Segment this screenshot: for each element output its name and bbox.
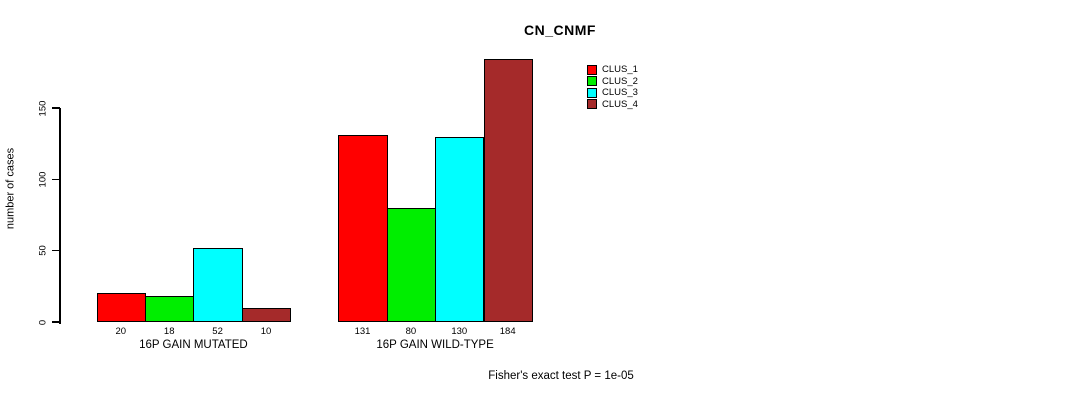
bar — [193, 247, 243, 322]
legend-row: CLUS_1 — [587, 64, 638, 76]
bar-value-label: 10 — [260, 326, 272, 337]
y-axis-line — [59, 107, 61, 324]
footnote: Fisher's exact test P = 1e-05 — [488, 370, 634, 382]
y-tick-label: 150 — [37, 100, 49, 116]
y-tick-label: 50 — [37, 245, 49, 256]
legend-label: CLUS_1 — [602, 64, 638, 75]
y-tick — [52, 249, 60, 252]
legend-label: CLUS_2 — [602, 75, 638, 87]
bar — [96, 293, 146, 322]
bar — [435, 136, 485, 322]
legend-row: CLUS_2 — [587, 76, 638, 88]
legend-swatch — [587, 64, 597, 75]
y-tick — [52, 321, 60, 323]
bar-value-label: 20 — [115, 326, 127, 337]
bar-value-label: 18 — [163, 326, 175, 337]
legend: CLUS_1 CLUS_2 CLUS_3 CLUS_4 — [587, 64, 638, 110]
group-label: 16P GAIN MUTATED — [139, 339, 248, 351]
legend-swatch — [587, 99, 597, 110]
legend-swatch — [587, 76, 597, 87]
bar-value-label: 130 — [451, 326, 468, 337]
legend-label: CLUS_3 — [602, 87, 638, 98]
y-tick-label: 100 — [37, 171, 49, 188]
legend-label: CLUS_4 — [602, 98, 638, 110]
y-tick-label: 0 — [37, 319, 49, 325]
y-tick — [52, 178, 60, 181]
chart-title: CN_CNMF — [524, 22, 596, 38]
legend-row: CLUS_4 — [587, 99, 638, 111]
y-tick — [52, 107, 60, 109]
bar — [386, 207, 437, 322]
bar-value-label: 131 — [354, 326, 371, 337]
legend-row: CLUS_3 — [587, 87, 638, 99]
bar — [145, 296, 195, 322]
bar-value-label: 80 — [405, 326, 417, 337]
y-axis-label: number of cases — [4, 147, 17, 230]
legend-swatch — [587, 87, 597, 98]
bar-value-label: 52 — [212, 326, 223, 337]
bar — [338, 135, 388, 322]
bar — [241, 307, 292, 322]
bar-value-label: 184 — [499, 326, 516, 337]
group-label: 16P GAIN WILD-TYPE — [376, 339, 494, 351]
bar — [483, 59, 533, 322]
